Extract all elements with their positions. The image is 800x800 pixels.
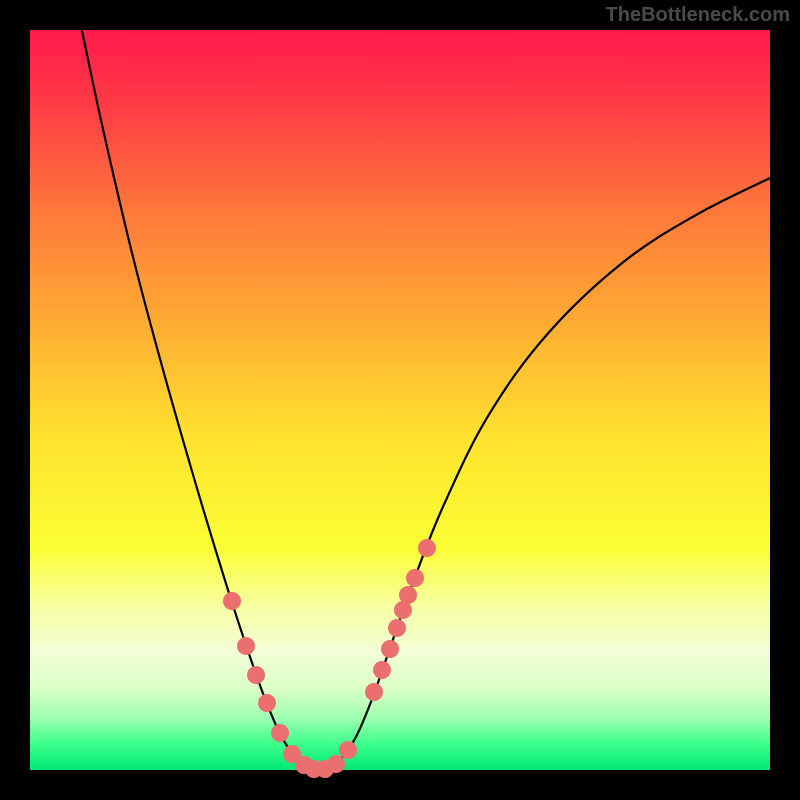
data-marker	[258, 694, 276, 712]
data-marker	[365, 683, 383, 701]
data-marker	[388, 619, 406, 637]
data-marker	[223, 592, 241, 610]
data-marker	[271, 724, 289, 742]
data-marker	[373, 661, 391, 679]
data-marker	[339, 741, 357, 759]
markers-layer	[30, 30, 770, 770]
data-marker	[247, 666, 265, 684]
data-marker	[418, 539, 436, 557]
data-marker	[237, 637, 255, 655]
plot-area	[30, 30, 770, 770]
data-marker	[327, 755, 345, 773]
data-marker	[399, 586, 417, 604]
data-marker	[381, 640, 399, 658]
watermark-text: TheBottleneck.com	[606, 4, 790, 27]
data-marker	[406, 569, 424, 587]
